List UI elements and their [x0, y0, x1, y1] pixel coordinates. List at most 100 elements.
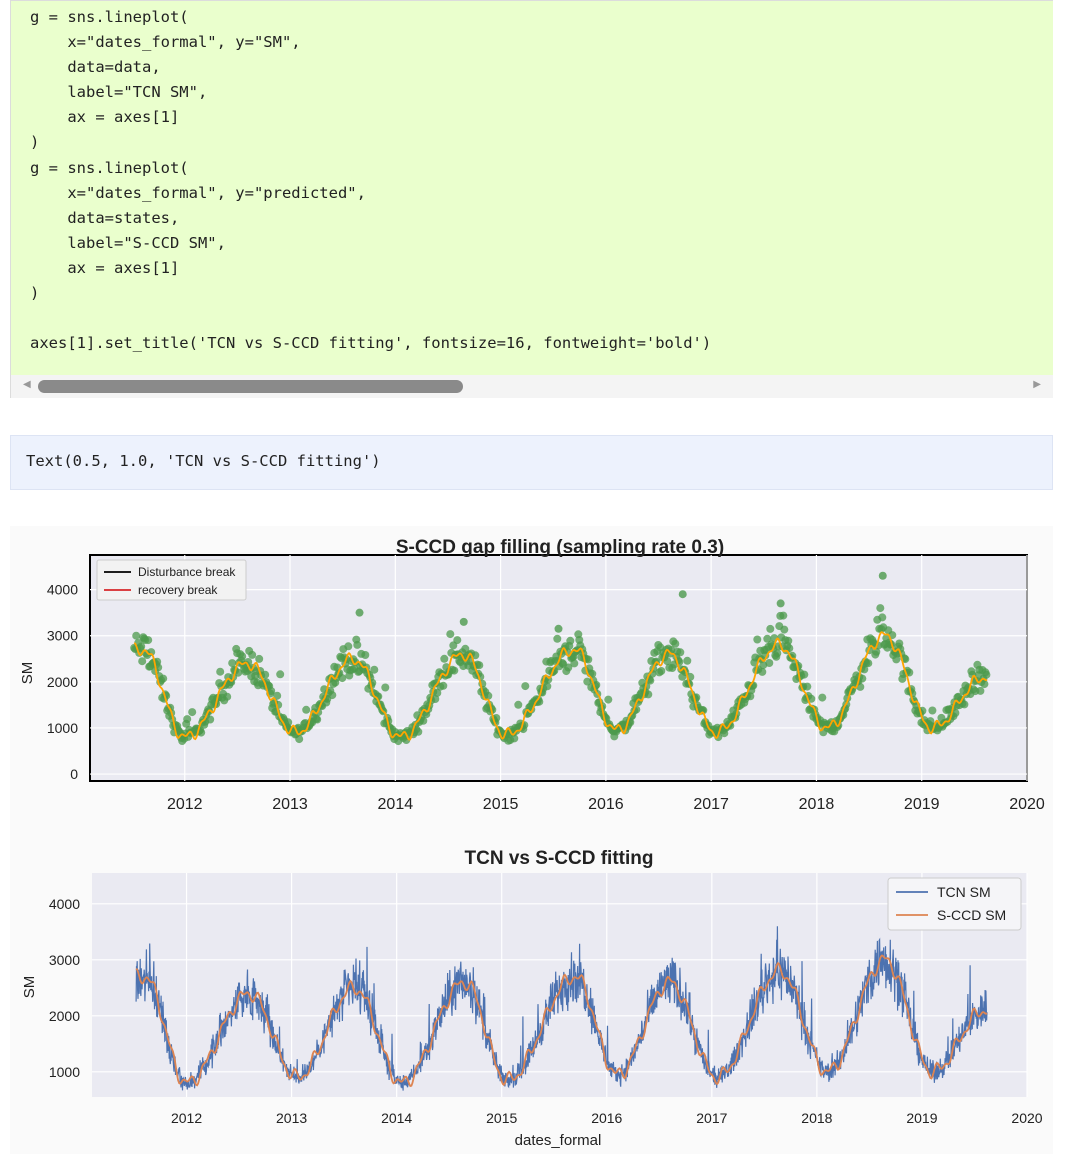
scatter-point	[951, 709, 960, 717]
x-tick-label: 2018	[801, 1110, 832, 1126]
legend-label-recovery: recovery break	[138, 583, 218, 597]
chart-tcn-vs-sccd: 2012 2013 2014 2015 2016 2017 2018 2019 2020 1000…	[21, 848, 1043, 1149]
code-cell[interactable]: g = sns.lineplot( x="dates_formal", y="S…	[10, 0, 1053, 398]
scatter-point	[864, 659, 873, 668]
scatter-point	[858, 674, 867, 683]
scatter-point	[450, 666, 459, 675]
scatter-point	[273, 691, 282, 700]
scatter-point	[223, 692, 232, 701]
scatter-point	[228, 659, 237, 668]
scatter-point	[461, 644, 470, 653]
scatter-point	[878, 571, 887, 580]
scatter-point	[604, 695, 613, 704]
scatter-point	[295, 735, 304, 744]
x-tick-label: 2017	[693, 796, 729, 813]
scatter-point	[453, 636, 462, 645]
legend-box	[96, 559, 247, 601]
y-tick-label: 3000	[47, 628, 78, 644]
scatter-point	[521, 682, 530, 691]
y-tick-label: 1000	[49, 1064, 80, 1080]
scatter-point	[206, 715, 215, 724]
scatter-point	[328, 691, 337, 700]
scatter-point	[746, 692, 755, 701]
scatter-point	[419, 716, 428, 725]
scatter-point	[159, 674, 168, 683]
y-tick-label: 3000	[49, 952, 80, 968]
scatter-point	[446, 630, 455, 639]
y-tick-label: 4000	[47, 582, 78, 598]
scatter-point	[678, 590, 687, 599]
chart-gap-filling: 2012 2013 2014 2015 2016 2017 2018 2019 2020 0 100…	[19, 537, 1045, 813]
scatter-point	[570, 659, 579, 668]
scatter-point	[183, 715, 192, 724]
scatter-point	[982, 670, 991, 679]
scatter-point	[431, 695, 440, 703]
fit-line	[133, 631, 988, 741]
figure-output: 2012 2013 2014 2015 2016 2017 2018 2019 2020 0 100…	[10, 526, 1053, 1154]
scroll-right-arrow-icon[interactable]: ▶	[1033, 379, 1041, 390]
scatter-point	[338, 674, 347, 683]
scatter-point	[284, 718, 293, 727]
scatter-point	[471, 651, 480, 660]
scatter-point	[188, 708, 197, 717]
scatter-point	[800, 670, 809, 679]
scatter-point	[878, 613, 887, 622]
code-line: ax = axes[1]	[30, 108, 180, 127]
scatter-point	[758, 667, 767, 676]
scatter-point	[753, 635, 762, 644]
x-tick-label: 2015	[486, 1110, 517, 1126]
y-tick-label: 1000	[47, 720, 78, 736]
x-tick-label: 2015	[483, 796, 519, 813]
scatter-point	[657, 667, 666, 675]
scatter-point	[779, 611, 788, 620]
scatter-point	[440, 654, 449, 663]
scatter-point	[644, 690, 653, 699]
scatter-point	[381, 683, 390, 692]
code-editor[interactable]: g = sns.lineplot( x="dates_formal", y="S…	[11, 1, 1053, 375]
scatter-point	[583, 677, 592, 686]
y-tick-label: 4000	[49, 896, 80, 912]
scrollbar-thumb[interactable]	[38, 380, 463, 393]
scatter-point	[803, 682, 812, 691]
legend-label-sccd: S-CCD SM	[937, 907, 1006, 923]
scatter-point	[876, 604, 885, 613]
scatter-point	[976, 686, 985, 695]
scatter-point	[892, 655, 901, 664]
series-sccd-line	[135, 954, 988, 1088]
code-line: g = sns.lineplot(	[30, 158, 189, 177]
scatter-point	[459, 617, 468, 626]
x-tick-label: 2020	[1011, 1110, 1042, 1126]
code-line: ax = axes[1]	[30, 258, 180, 277]
scatter-point	[238, 652, 247, 661]
code-line: label="S-CCD SM",	[30, 233, 226, 252]
scroll-left-arrow-icon[interactable]: ◀	[23, 379, 31, 390]
scatter-point	[344, 642, 353, 651]
chart2-legend: TCN SM S-CCD SM	[887, 877, 1022, 931]
scatter-point	[928, 706, 937, 715]
scatter-point	[553, 634, 562, 643]
scatter-point	[414, 727, 423, 736]
y-tick-label: 2000	[47, 674, 78, 690]
scatter-point	[433, 688, 442, 697]
x-tick-label: 2017	[696, 1110, 727, 1126]
x-tick-label: 2012	[171, 1110, 202, 1126]
horizontal-scrollbar[interactable]: ◀ ▶	[11, 375, 1053, 398]
scatter-point	[514, 700, 523, 709]
scatter-point	[261, 670, 270, 679]
scatter-point	[763, 634, 772, 643]
output-text: Text(0.5, 1.0, 'TCN vs S-CCD fitting')	[26, 452, 381, 470]
code-line: data=states,	[30, 208, 180, 227]
x-tick-label: 2014	[378, 796, 414, 813]
x-tick-label: 2013	[276, 1110, 307, 1126]
legend-label-disturbance: Disturbance break	[138, 565, 236, 579]
scatter-point	[554, 624, 563, 633]
legend-label-tcn: TCN SM	[937, 884, 991, 900]
scatter-point	[138, 657, 147, 666]
code-line: label="TCN SM",	[30, 83, 208, 102]
scatter-point	[439, 681, 448, 690]
code-line: g = sns.lineplot(	[30, 8, 189, 26]
scatter-point	[663, 657, 672, 666]
figure-svg: 2012 2013 2014 2015 2016 2017 2018 2019 2020 0 100…	[19, 537, 1045, 1149]
output-text-area: Text(0.5, 1.0, 'TCN vs S-CCD fitting')	[10, 435, 1053, 490]
scatter-point	[144, 636, 153, 645]
